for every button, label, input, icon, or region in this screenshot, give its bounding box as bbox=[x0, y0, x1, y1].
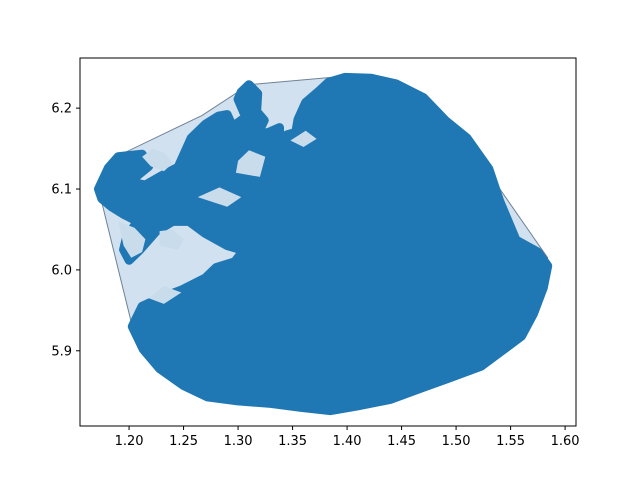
point-gap bbox=[235, 150, 266, 177]
x-tick-label: 1.60 bbox=[551, 434, 580, 449]
point-gap bbox=[197, 187, 242, 207]
point-gap bbox=[118, 221, 146, 258]
plot-area bbox=[94, 72, 553, 416]
x-tick-label: 1.50 bbox=[442, 434, 471, 449]
x-tick-label: 1.35 bbox=[278, 434, 307, 449]
y-tick-label: 6.0 bbox=[51, 263, 72, 278]
y-tick-label: 6.2 bbox=[51, 102, 72, 117]
axis-ticks: 1.20 1.25 1.30 1.35 1.40 1.45 1.50 1.55 1.60 5.9 6… bbox=[51, 102, 579, 449]
x-tick-label: 1.40 bbox=[333, 434, 362, 449]
y-tick-label: 5.9 bbox=[51, 344, 72, 359]
x-tick-label: 1.55 bbox=[496, 434, 525, 449]
x-tick-label: 1.20 bbox=[115, 434, 144, 449]
x-tick-label: 1.30 bbox=[224, 434, 253, 449]
point-gap bbox=[142, 148, 173, 172]
y-tick-label: 6.1 bbox=[51, 183, 72, 198]
point-gap bbox=[159, 229, 184, 250]
x-tick-label: 1.25 bbox=[169, 434, 198, 449]
scatter-points-cloud bbox=[94, 72, 553, 416]
point-gap bbox=[290, 130, 317, 147]
point-gap bbox=[148, 286, 182, 304]
x-tick-label: 1.45 bbox=[387, 434, 416, 449]
axes-frame bbox=[79, 57, 577, 427]
